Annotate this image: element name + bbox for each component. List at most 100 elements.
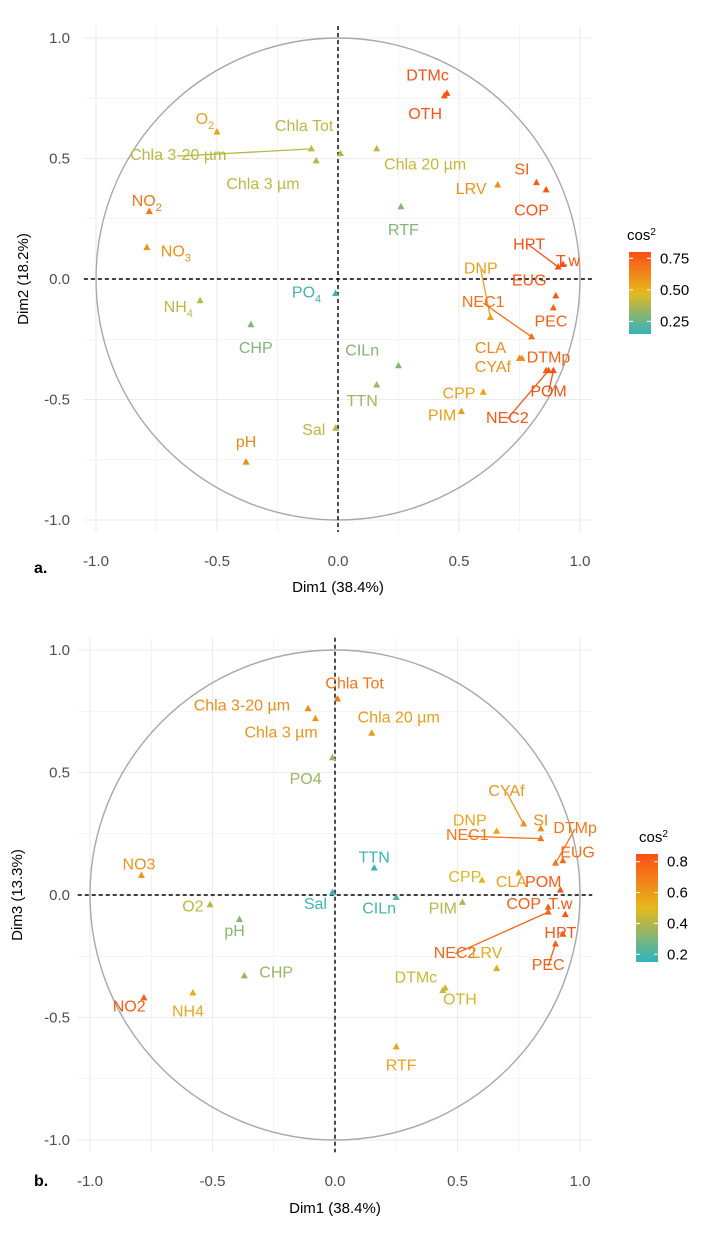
- variable-marker: [458, 898, 466, 905]
- y-tick-label: 1.0: [49, 30, 70, 47]
- variable-label: CILn: [345, 343, 379, 360]
- variable-label: CYAf: [488, 783, 525, 800]
- variable-marker: [373, 144, 381, 152]
- variable-marker: [145, 207, 153, 215]
- variable-label: NH4: [164, 299, 193, 320]
- label-leader-line: [178, 148, 312, 157]
- variable-marker: [552, 940, 559, 947]
- y-tick-label: 0.0: [49, 271, 70, 288]
- x-tick-label: 1.0: [570, 1173, 591, 1190]
- variable-marker: [206, 900, 214, 908]
- variable-marker: [213, 127, 221, 135]
- variable-label: DNP: [453, 813, 487, 830]
- variable-label: EUG: [512, 273, 547, 290]
- variable-label: COP: [514, 203, 549, 220]
- variable-label: Chla 3 µm: [244, 725, 317, 742]
- variable-label: TTN: [347, 393, 378, 410]
- legend-title: cos2: [639, 829, 668, 847]
- variable-marker: [392, 1042, 400, 1050]
- variable-marker: [537, 834, 545, 842]
- variable-label: O2: [182, 898, 203, 915]
- y-tick-label: 0.5: [49, 765, 70, 782]
- variable-marker: [479, 388, 487, 395]
- variable-label: T.w: [548, 896, 572, 913]
- variable-label: POM: [530, 383, 566, 400]
- legend-tick-label: 0.2: [667, 946, 688, 963]
- variable-marker: [515, 868, 523, 876]
- correlation-circle: [95, 37, 581, 521]
- variable-marker: [312, 156, 320, 164]
- label-leader-line: [506, 370, 550, 420]
- variable-marker: [143, 243, 151, 251]
- variable-label: Chla 3-20 µm: [194, 698, 290, 715]
- variable-label: CYAf: [475, 359, 512, 376]
- variable-label: OTH: [408, 106, 442, 123]
- label-leader-line: [454, 911, 549, 955]
- x-tick-label: -0.5: [200, 1173, 226, 1190]
- variable-label: TTN: [359, 849, 390, 866]
- variable-label: CHP: [259, 965, 293, 982]
- pca-panel-b: Chla Tot Chla 3-20 µm Chla 3 µm Chla 20 µm P…: [9, 637, 688, 1217]
- variable-marker: [307, 144, 315, 152]
- variable-marker: [559, 260, 567, 268]
- variable-label: HPT: [544, 925, 576, 942]
- variable-marker: [140, 993, 148, 1001]
- variable-label: LRV: [471, 945, 502, 962]
- variable-label: SI: [514, 162, 529, 179]
- variable-marker: [370, 864, 378, 871]
- variable-label: NEC2: [434, 945, 477, 962]
- variable-marker: [559, 930, 567, 937]
- label-leader-line: [547, 943, 557, 967]
- variable-label: PIM: [429, 901, 457, 918]
- variable-label: SI: [533, 813, 548, 830]
- variable-label: RTF: [388, 222, 419, 239]
- x-tick-label: 1.0: [570, 553, 591, 570]
- variable-marker: [368, 729, 376, 736]
- variable-label: PO4: [292, 285, 321, 306]
- legend-tick-label: 0.75: [660, 250, 689, 267]
- variable-marker: [240, 971, 248, 979]
- y-tick-label: -1.0: [44, 1132, 70, 1149]
- legend-tick-label: 0.50: [660, 282, 689, 299]
- variable-label: CPP: [448, 869, 481, 886]
- variable-label: CLA: [496, 874, 527, 891]
- variable-label: pH: [236, 434, 256, 451]
- x-axis-title: Dim1 (38.4%): [289, 1200, 381, 1217]
- variable-marker: [440, 91, 448, 99]
- label-leader-line: [467, 835, 541, 840]
- variable-marker: [544, 903, 552, 910]
- variable-marker: [559, 856, 567, 864]
- variable-marker: [247, 320, 255, 328]
- y-axis-title: Dim3 (13.3%): [9, 849, 26, 941]
- label-leader-line: [505, 791, 525, 825]
- variable-marker: [336, 149, 344, 157]
- axis-ticks: -1.0 -0.5 0.0 0.5 1.0 -1.0 -0.5 0.0 0.5 1.0: [44, 30, 590, 570]
- x-tick-label: 0.0: [325, 1173, 346, 1190]
- variable-marker: [137, 871, 145, 878]
- variable-label: CHP: [239, 340, 273, 357]
- x-tick-label: 0.5: [447, 1173, 468, 1190]
- variable-label: COP: [506, 896, 541, 913]
- variable-marker: [242, 458, 250, 465]
- panel-tag: a.: [34, 560, 47, 577]
- label-leader-line: [554, 828, 576, 864]
- variable-marker: [329, 888, 337, 896]
- legend-colorbar: [629, 252, 651, 334]
- variable-marker: [392, 893, 400, 900]
- y-tick-label: 0.5: [49, 151, 70, 168]
- variable-marker: [532, 178, 540, 186]
- variable-marker: [332, 424, 340, 431]
- variable-label: PEC: [535, 314, 568, 331]
- variable-marker: [552, 291, 560, 299]
- variable-marker: [544, 908, 552, 915]
- variable-marker: [189, 989, 197, 996]
- variable-marker: [549, 303, 557, 311]
- legend-tick-label: 0.6: [667, 885, 688, 902]
- variable-marker: [373, 381, 381, 388]
- variable-marker: [486, 313, 494, 321]
- y-tick-label: -0.5: [44, 1010, 70, 1027]
- variable-label: OTH: [443, 992, 477, 1009]
- x-tick-label: -1.0: [77, 1173, 103, 1190]
